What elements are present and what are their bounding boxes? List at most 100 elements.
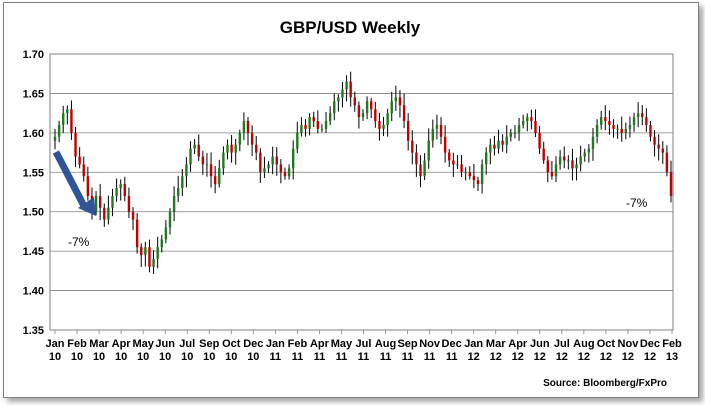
ohlc-bar [435, 114, 439, 140]
ohlc-bar [608, 110, 611, 135]
bar-body [181, 176, 184, 189]
bar-body [554, 164, 558, 177]
ohlc-bar [70, 100, 73, 140]
x-tick-year: 10 [71, 351, 83, 363]
ohlc-bar [665, 145, 669, 177]
bar-body [661, 148, 664, 153]
bar-body [456, 164, 459, 166]
x-tick-month: Aug [375, 338, 396, 350]
bar-body [534, 121, 537, 133]
bar-body [464, 172, 467, 174]
ohlc-bar [115, 178, 118, 202]
ohlc-bars [53, 71, 673, 274]
ohlc-bar [291, 140, 295, 180]
bar-body [649, 124, 652, 137]
bar-body [127, 195, 131, 212]
bar-body [53, 136, 57, 141]
bar-body [70, 109, 73, 133]
bar-body [123, 184, 127, 196]
bar-body [620, 128, 623, 133]
bar-body [74, 132, 77, 157]
x-tick-month: Jan [266, 338, 285, 350]
bar-body [419, 164, 422, 177]
x-tick-year: 11 [446, 351, 458, 363]
ohlc-bar [103, 203, 106, 227]
ohlc-bar [415, 144, 418, 177]
annotations: -7% -7% [52, 150, 648, 249]
ohlc-bar [411, 130, 414, 165]
bar-body [587, 148, 591, 153]
ohlc-bar [156, 236, 159, 269]
bar-body [657, 144, 660, 149]
x-tick-year: 11 [358, 351, 370, 363]
ohlc-bar [349, 71, 352, 107]
bar-body [234, 144, 237, 153]
bar-body [193, 144, 196, 149]
ohlc-bar [620, 116, 623, 142]
bar-body [443, 136, 447, 153]
x-tick-month: Mar [486, 338, 506, 350]
ohlc-bar [534, 109, 537, 138]
bar-body [517, 124, 521, 133]
ohlc-bar [439, 117, 443, 145]
bar-body [300, 124, 303, 133]
bar-body [624, 128, 628, 133]
x-tick-month: May [331, 338, 353, 350]
x-tick-year: 12 [600, 351, 612, 363]
x-tick-month: Feb [662, 338, 682, 350]
bar-body [575, 164, 578, 169]
ohlc-bar [530, 109, 533, 130]
x-tick-year: 12 [512, 351, 524, 363]
x-tick-month: Apr [508, 338, 528, 350]
bar-body [349, 81, 352, 98]
bar-body [78, 156, 81, 165]
bar-body [394, 97, 398, 102]
decline-arrow-head [78, 197, 96, 216]
bar-body [98, 195, 102, 208]
chart-frame [3, 2, 699, 398]
ohlc-bar [135, 213, 139, 254]
ohlc-bar [456, 155, 459, 170]
ohlc-bar [82, 156, 85, 182]
ohlc-bar [53, 129, 57, 150]
x-tick-month: Apr [112, 338, 132, 350]
x-tick-month: Jul [356, 338, 372, 350]
bar-body [82, 164, 85, 177]
bar-body [472, 176, 476, 181]
ohlc-bar [62, 105, 65, 133]
ohlc-bar [328, 106, 332, 126]
bar-body [144, 247, 147, 256]
bar-body [259, 152, 262, 173]
bar-body [546, 160, 549, 173]
ohlc-bar [357, 101, 361, 129]
ohlc-bar [554, 156, 558, 183]
ohlc-bar [497, 129, 500, 154]
ohlc-bar [66, 105, 69, 125]
bar-body [591, 136, 595, 149]
ohlc-bar [587, 144, 591, 163]
ohlc-bar [189, 141, 192, 172]
x-tick-year: 11 [314, 351, 326, 363]
bar-body [513, 132, 517, 134]
ohlc-bar [493, 135, 496, 156]
x-tick-year: 12 [534, 351, 546, 363]
bar-body [382, 124, 385, 129]
bar-body [460, 164, 463, 173]
ohlc-bar [661, 141, 664, 164]
bar-body [448, 152, 451, 161]
ohlc-bar [361, 109, 365, 121]
x-tick-month: May [132, 338, 154, 350]
bar-body [66, 109, 69, 114]
bar-body [521, 121, 525, 125]
bar-body [378, 121, 381, 129]
ohlc-bar [201, 150, 205, 175]
bar-body [304, 124, 307, 129]
ohlc-bar [558, 150, 562, 170]
bar-body [320, 128, 324, 130]
bar-body [222, 152, 225, 169]
bar-body [341, 89, 344, 98]
ohlc-bar [181, 168, 184, 196]
ohlc-bar [160, 234, 163, 253]
bar-body [271, 156, 274, 165]
bar-body [497, 140, 500, 149]
